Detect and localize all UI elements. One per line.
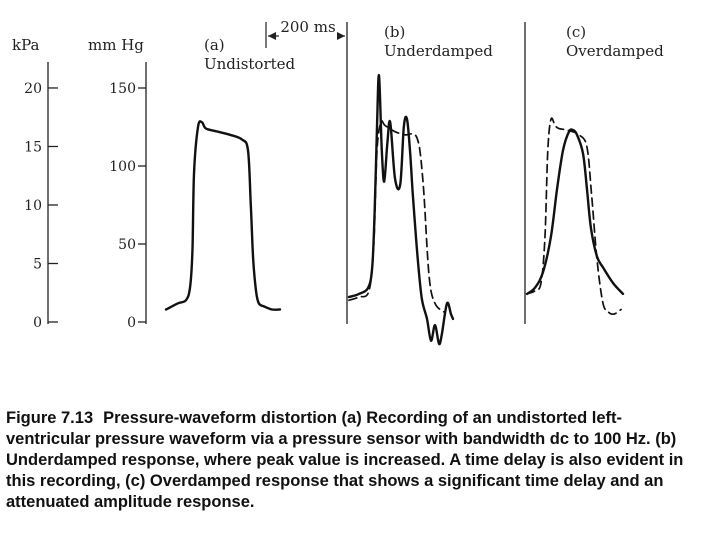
caption-number: Figure 7.13	[6, 409, 94, 427]
mmhg-tick-label: 50	[118, 237, 136, 253]
panel-a-name: Undistorted	[204, 55, 296, 73]
kpa-tick-label: 20	[24, 81, 42, 97]
time-scale-label: 200 ms	[280, 18, 335, 36]
kpa-tick-label: 10	[24, 198, 42, 214]
panel-c-reference-curve	[526, 117, 622, 316]
figure-caption: Figure 7.13 Pressure-waveform distortion …	[6, 408, 706, 513]
time-scale-marker: 200 ms	[265, 18, 345, 48]
mmhg-ticks: 150 100 50 0	[109, 81, 146, 331]
panel-b-reference-curve	[348, 119, 446, 314]
caption-text: Pressure-waveform distortion (a) Recordi…	[6, 409, 684, 511]
panel-b-name: Underdamped	[384, 42, 493, 60]
panel-b-underdamped-curve	[347, 74, 455, 346]
kpa-ticks: 20 15 10 5 0	[24, 81, 58, 331]
panel-b-letter: (b)	[384, 23, 405, 41]
panel-c-name: Overdamped	[566, 42, 664, 60]
waveform-curves	[164, 74, 625, 346]
kpa-axis-label: kPa	[12, 36, 40, 54]
time-scale-arrow-left	[268, 32, 276, 40]
mmhg-axis-label: mm Hg	[88, 36, 144, 54]
time-scale-arrow-right	[337, 32, 345, 40]
kpa-tick-label: 0	[33, 315, 42, 331]
mmhg-tick-label: 100	[109, 159, 136, 175]
kpa-tick-label: 15	[24, 139, 42, 155]
mmhg-tick-label: 150	[109, 81, 136, 97]
mmhg-tick-label: 0	[127, 315, 136, 331]
panel-a-undistorted-curve	[164, 120, 282, 311]
panel-c-overdamped-curve	[525, 128, 625, 296]
kpa-tick-label: 5	[33, 256, 42, 272]
panel-a-letter: (a)	[204, 36, 225, 54]
panel-c-letter: (c)	[566, 23, 586, 41]
